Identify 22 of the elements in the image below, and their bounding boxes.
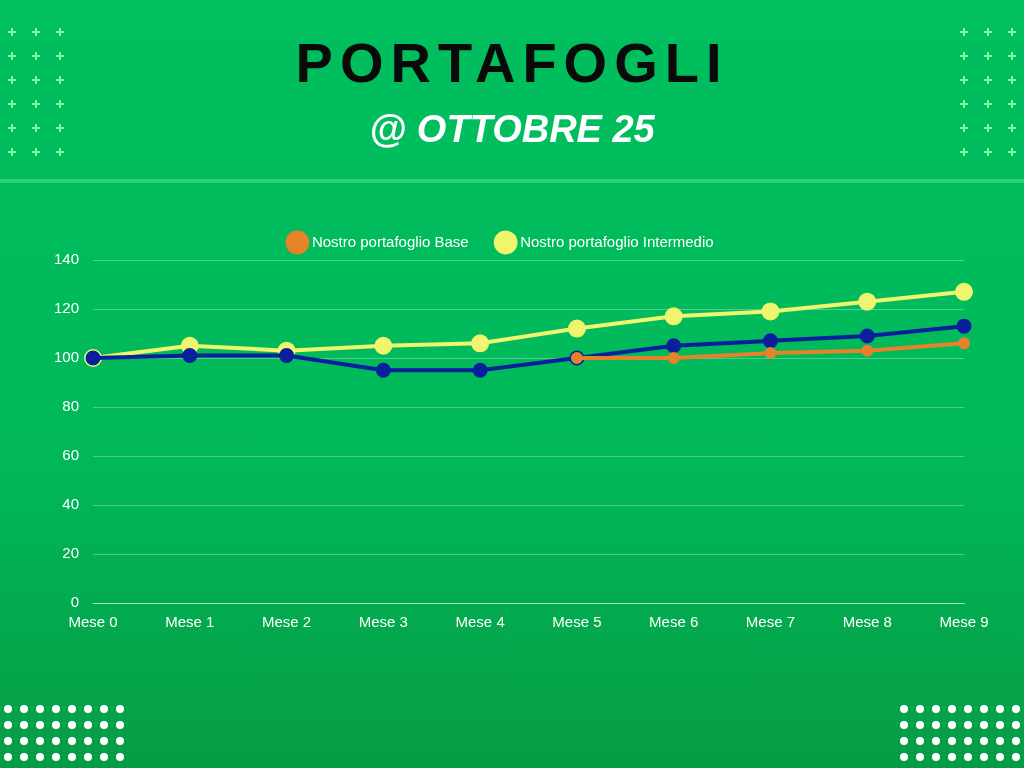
x-tick-label: Mese 2 xyxy=(261,613,312,631)
chart-title: PORTAFOGLI xyxy=(294,30,730,95)
x-tick-label: Mese 1 xyxy=(165,613,215,631)
legend-label: Nostro portafoglio Base xyxy=(311,232,469,250)
chart-subtitle: @ OTTOBRE 25 xyxy=(368,108,656,151)
y-tick-label: 140 xyxy=(54,250,80,268)
x-tick-label: Mese 0 xyxy=(68,613,118,631)
y-tick-label: 120 xyxy=(54,299,80,317)
y-tick-label: 0 xyxy=(70,593,80,611)
y-tick-label: 80 xyxy=(62,397,80,415)
x-tick-label: Mese 4 xyxy=(455,613,505,631)
y-tick-label: 40 xyxy=(62,495,80,513)
x-tick-label: Mese 3 xyxy=(358,613,408,631)
x-tick-label: Mese 5 xyxy=(552,613,602,631)
x-tick-label: Mese 8 xyxy=(842,613,892,631)
x-tick-label: Mese 9 xyxy=(939,613,989,631)
y-tick-label: 60 xyxy=(62,446,80,464)
x-tick-label: Mese 7 xyxy=(745,613,796,631)
y-tick-label: 100 xyxy=(54,348,80,366)
x-tick-label: Mese 6 xyxy=(649,613,699,631)
y-tick-label: 20 xyxy=(62,544,80,562)
legend-label: Nostro portafoglio Intermedio xyxy=(520,232,714,250)
